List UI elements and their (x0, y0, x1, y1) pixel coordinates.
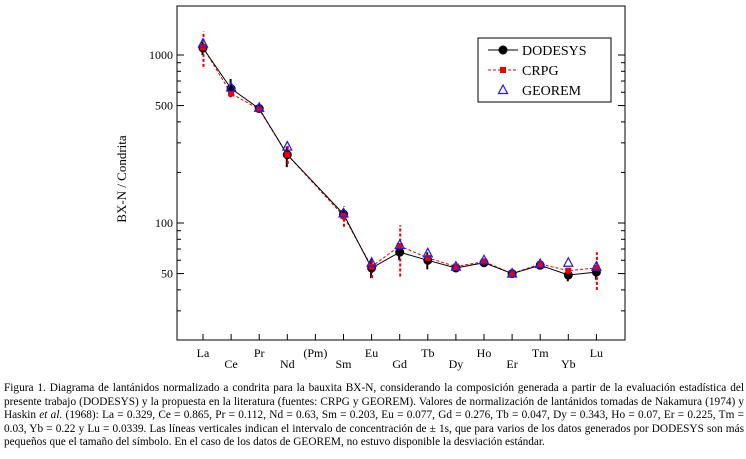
ree-normalized-chart: BX-N / Condrita 1000 500 100 50 La Ce Pr Nd (Pm)… (114, 5, 626, 371)
georem-point (506, 267, 518, 278)
crpg-point (256, 106, 263, 113)
georem-point (590, 260, 602, 271)
caption-italic: et al. (39, 409, 63, 422)
x-tick-label: Tm (532, 346, 549, 360)
georem-point (394, 238, 406, 250)
georem-point (562, 256, 574, 267)
georem-point (338, 207, 349, 218)
legend-label: DODESYS (522, 44, 587, 59)
georem-point (534, 257, 546, 269)
y-tick-label: 100 (155, 216, 173, 230)
y-tick-label: 500 (155, 99, 173, 113)
x-tick-label: Ce (224, 357, 237, 371)
georem-point (422, 247, 434, 258)
dodesys-point (395, 247, 405, 257)
figure-caption: Figura 1. Diagrama de lantánidos normali… (4, 382, 744, 450)
georem-point (225, 81, 237, 92)
georem-point (281, 140, 293, 151)
crpg-point (593, 264, 600, 271)
crpg-point (481, 258, 487, 265)
crpg-point (228, 90, 235, 97)
x-tick-label: Dy (449, 357, 464, 371)
legend-marker-dodesys (498, 45, 508, 55)
georem-point (197, 37, 209, 48)
crpg-point (537, 261, 544, 268)
x-tick-label: Er (506, 357, 517, 371)
georem-point (478, 253, 490, 265)
legend-label: GEOREM (522, 84, 582, 99)
legend-marker-crpg (500, 67, 506, 73)
x-tick-label: Eu (365, 346, 378, 360)
crpg-point (340, 213, 347, 220)
crpg-point (396, 242, 403, 249)
crpg-point (284, 151, 291, 158)
legend-label: CRPG (522, 64, 559, 79)
caption-text-1: Figura 1. Diagrama de lantánidos normali… (4, 382, 744, 422)
x-tick-label: Nd (280, 357, 295, 371)
crpg-point (424, 254, 431, 261)
crpg-point (509, 270, 516, 277)
x-tick-label: La (197, 346, 210, 360)
x-tick-label: Ho (477, 346, 492, 360)
y-axis-label: BX-N / Condrita (114, 135, 129, 223)
x-tick-label: Pr (254, 346, 265, 360)
legend: DODESYS CRPG GEOREM (477, 37, 612, 103)
legend-marker-georem (497, 83, 509, 95)
georem-point (450, 260, 462, 271)
georem-point (253, 101, 265, 112)
x-tick-label: Gd (392, 357, 407, 371)
x-tick-label: Yb (561, 357, 576, 371)
x-tick-label: Tb (421, 346, 434, 360)
y-tick-label: 50 (161, 267, 173, 281)
crpg-point (565, 267, 572, 274)
x-tick-label: (Pm) (303, 346, 327, 360)
x-tick-label: Lu (590, 346, 603, 360)
x-tick-label: Sm (335, 357, 352, 371)
georem-point (366, 256, 378, 267)
crpg-point (452, 263, 459, 270)
plot-frame (176, 5, 626, 341)
y-tick-label: 1000 (149, 48, 173, 62)
caption-text-2: (1968): La = 0.329, Ce = 0.865, Pr = 0.1… (4, 409, 744, 449)
